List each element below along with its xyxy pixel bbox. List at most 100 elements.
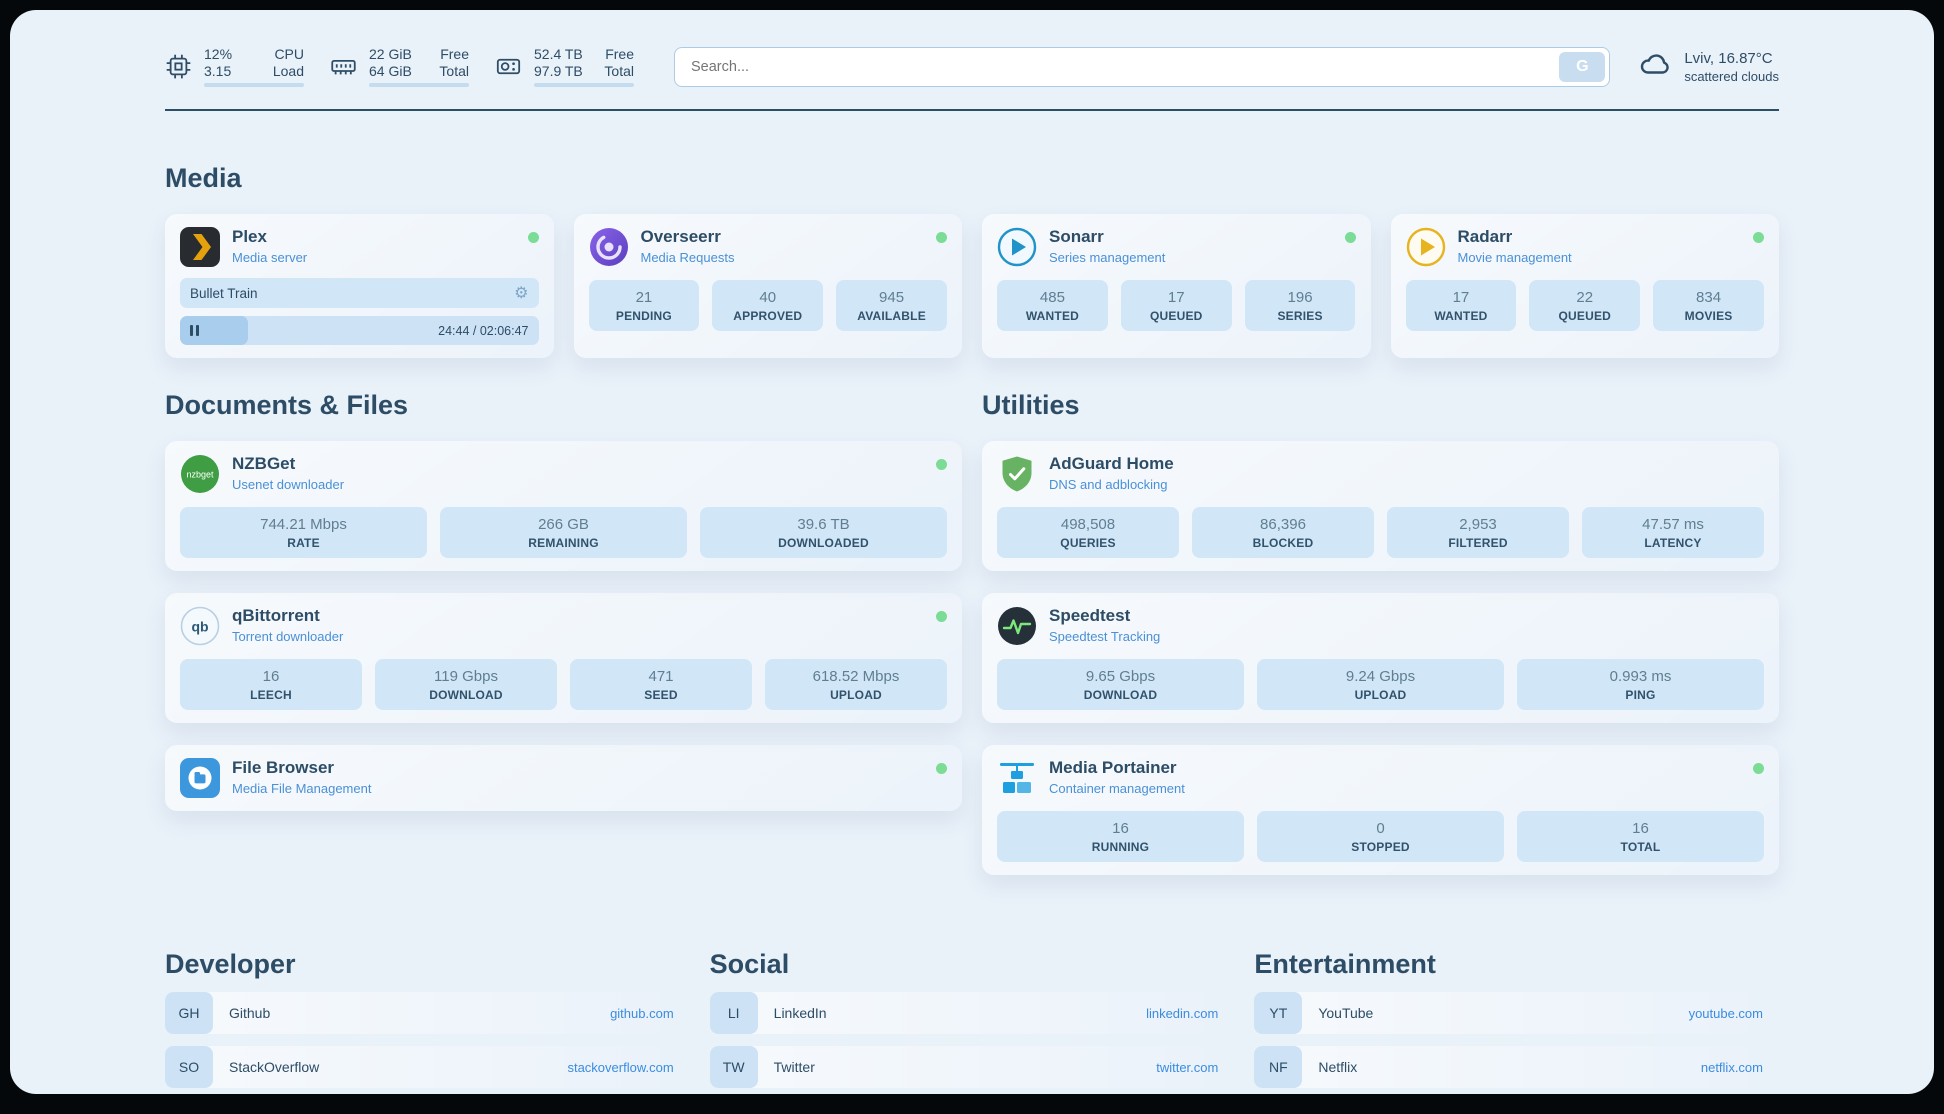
status-dot	[936, 232, 947, 243]
stat-label: RATE	[287, 536, 320, 550]
stat-value: 744.21 Mbps	[260, 516, 347, 533]
bookmark-name: YouTube	[1318, 1005, 1374, 1021]
pause-icon[interactable]	[190, 325, 199, 336]
stat-value: 16	[1112, 820, 1129, 837]
stat-box: 39.6 TB DOWNLOADED	[700, 507, 947, 558]
service-card-qbittorrent[interactable]: qb qBittorrent Torrent downloader 16 LEE…	[165, 593, 962, 723]
stat-label: BLOCKED	[1252, 536, 1314, 550]
bookmark-name: Netflix	[1318, 1059, 1358, 1075]
memory-progress-track	[369, 83, 469, 87]
stat-box: 834 MOVIES	[1653, 280, 1764, 331]
topbar: 12% CPU 3.15 Load 22 GiB Free	[165, 46, 1779, 87]
stat-value: 47.57 ms	[1642, 516, 1704, 533]
cpu-load-value: 3.15	[204, 63, 232, 79]
stat-value: 485	[1039, 289, 1065, 306]
stat-label: AVAILABLE	[857, 309, 926, 323]
cpu-label: CPU	[274, 46, 304, 62]
service-card-nzbget[interactable]: nzbget NZBGet Usenet downloader 744.21 M…	[165, 441, 962, 571]
bookmark-netflix[interactable]: NF Netflix netflix.com	[1254, 1046, 1779, 1088]
service-card-speedtest[interactable]: Speedtest Speedtest Tracking 9.65 Gbps D…	[982, 593, 1779, 723]
stat-label: REMAINING	[528, 536, 599, 550]
stat-box: 471 SEED	[570, 659, 752, 710]
stat-label: QUEUED	[1558, 309, 1612, 323]
bookmark-domain: github.com	[610, 1005, 674, 1021]
bookmark-linkedin[interactable]: LI LinkedIn linkedin.com	[709, 992, 1235, 1034]
service-card-filebrowser[interactable]: File Browser Media File Management	[165, 745, 962, 811]
status-dot	[1753, 232, 1764, 243]
playback-progress-track: 24:44 / 02:06:47	[180, 316, 539, 345]
bookmark-youtube[interactable]: YT YouTube youtube.com	[1254, 992, 1779, 1034]
topbar-divider	[165, 109, 1779, 111]
disk-widget: 52.4 TB Free 97.9 TB Total	[495, 46, 634, 87]
stat-box: 16 LEECH	[180, 659, 362, 710]
stat-value: 119 Gbps	[434, 668, 498, 685]
stat-value: 16	[262, 668, 280, 685]
bookmark-name: Github	[229, 1005, 271, 1021]
stat-value: 17	[1452, 289, 1470, 306]
utilities-column: Utilities AdGuard Home DNS and adblockin…	[982, 364, 1779, 897]
cpu-widget: 12% CPU 3.15 Load	[165, 46, 304, 87]
status-dot	[936, 763, 947, 774]
stat-box: 47.57 ms LATENCY	[1582, 507, 1764, 558]
bookmark-github[interactable]: GH Github github.com	[165, 992, 690, 1034]
service-desc: Series management	[1049, 250, 1166, 265]
stat-value: 9.24 Gbps	[1345, 668, 1416, 685]
stat-box: 266 GB REMAINING	[440, 507, 687, 558]
overseerr-icon	[589, 227, 629, 267]
bookmark-name: LinkedIn	[773, 1005, 827, 1021]
service-desc: Movie management	[1457, 250, 1572, 265]
stat-box: 0.993 ms PING	[1517, 659, 1764, 710]
stat-box: 17 WANTED	[1405, 280, 1517, 331]
service-card-plex[interactable]: Plex Media server Bullet Train ⚙ 24:44 /…	[165, 214, 554, 358]
service-desc: Speedtest Tracking	[1049, 629, 1161, 644]
cpu-progress-track	[204, 83, 304, 87]
stat-value: 86,396	[1260, 516, 1306, 533]
service-card-portainer[interactable]: Media Portainer Container management 16 …	[982, 745, 1779, 875]
stat-label: RUNNING	[1091, 840, 1150, 854]
service-name: Overseerr	[640, 227, 721, 246]
stat-box: 945 AVAILABLE	[836, 280, 947, 331]
service-desc: Media File Management	[232, 781, 372, 796]
service-desc: Media server	[232, 250, 308, 265]
disk-total-label: Total	[604, 63, 634, 79]
service-name: Media Portainer	[1049, 758, 1177, 777]
stat-value: 834	[1696, 289, 1722, 306]
cpu-load-label: Load	[272, 63, 304, 79]
stat-box: 2,953 FILTERED	[1387, 507, 1569, 558]
stat-label: WANTED	[1025, 309, 1080, 323]
stat-label: DOWNLOAD	[429, 688, 503, 702]
service-card-sonarr[interactable]: Sonarr Series management 485 WANTED 17 Q…	[982, 214, 1371, 358]
bookmark-domain: linkedin.com	[1146, 1005, 1219, 1021]
status-dot	[1753, 763, 1764, 774]
portainer-icon	[997, 758, 1037, 798]
svg-text:nzbget: nzbget	[186, 470, 214, 480]
bookmark-domain: youtube.com	[1688, 1005, 1763, 1021]
stat-value: 40	[759, 289, 777, 306]
stat-label: TOTAL	[1620, 840, 1661, 854]
stat-label: APPROVED	[733, 309, 803, 323]
service-desc: Torrent downloader	[232, 629, 344, 644]
stat-value: 471	[648, 668, 674, 685]
gear-icon[interactable]: ⚙	[514, 285, 529, 302]
stat-label: UPLOAD	[830, 688, 882, 702]
bookmark-twitter[interactable]: TW Twitter twitter.com	[709, 1046, 1235, 1088]
nzbget-icon: nzbget	[180, 454, 220, 494]
service-card-adguard[interactable]: AdGuard Home DNS and adblocking 498,508 …	[982, 441, 1779, 571]
service-card-radarr[interactable]: Radarr Movie management 17 WANTED 22 QUE…	[1390, 214, 1779, 358]
search-input[interactable]	[679, 58, 1560, 75]
stat-box: 618.52 Mbps UPLOAD	[765, 659, 947, 710]
disk-free-label: Free	[605, 46, 634, 62]
filebrowser-icon	[180, 758, 220, 798]
bookmark-domain: netflix.com	[1700, 1059, 1763, 1075]
stat-label: DOWNLOAD	[1083, 688, 1158, 702]
bookmark-abbr: GH	[165, 992, 213, 1034]
service-card-overseerr[interactable]: Overseerr Media Requests 21 PENDING 40 A…	[573, 214, 962, 358]
stat-label: SERIES	[1277, 309, 1323, 323]
stat-box: 9.65 Gbps DOWNLOAD	[997, 659, 1244, 710]
section-title-entertainment: Entertainment	[1254, 949, 1436, 979]
status-dot	[1344, 232, 1356, 243]
bookmark-stackoverflow[interactable]: SO StackOverflow stackoverflow.com	[165, 1046, 690, 1088]
search-provider-button[interactable]: G	[1559, 51, 1606, 82]
stat-label: LATENCY	[1644, 536, 1702, 550]
disk-total-value: 97.9 TB	[534, 63, 583, 79]
